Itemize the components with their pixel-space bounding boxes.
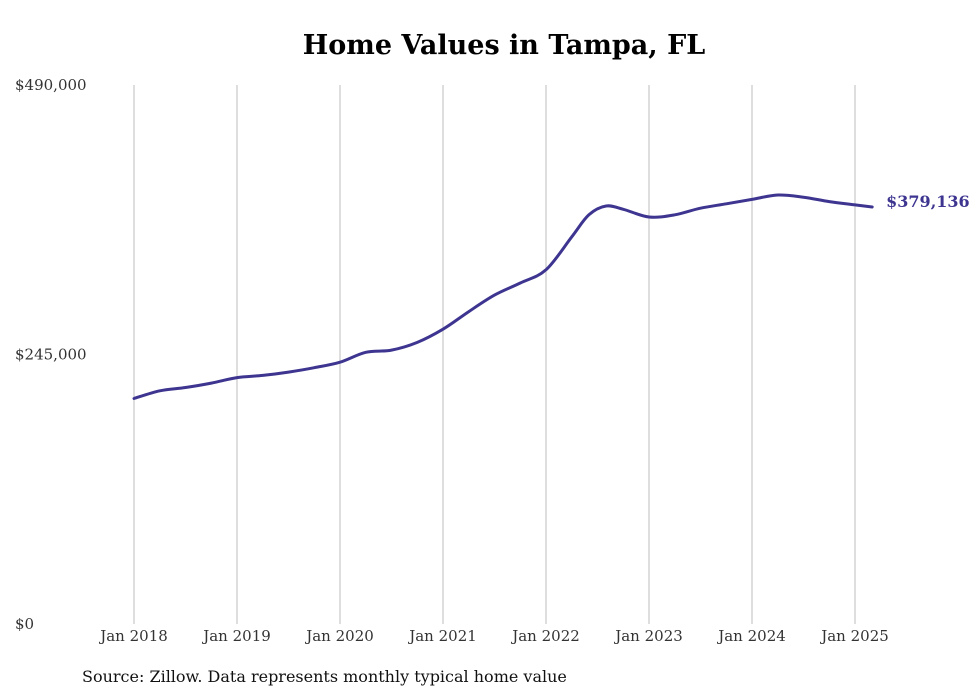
series-layer: $379,136: [132, 192, 970, 400]
x-tick-label: Jan 2020: [304, 627, 374, 645]
y-tick-label: $245,000: [15, 346, 87, 364]
x-axis: Jan 2018 Jan 2019 Jan 2020 Jan 2021 Jan 2022…: [98, 627, 889, 645]
x-tick-label: Jan 2022: [510, 627, 580, 645]
y-tick-label: $0: [15, 615, 34, 633]
line-chart: Jan 2018 Jan 2019 Jan 2020 Jan 2021 Jan 2022…: [15, 76, 970, 645]
grid-lines: [133, 85, 856, 624]
x-tick-label: Jan 2018: [98, 627, 168, 645]
end-value-label: $379,136: [886, 192, 970, 211]
y-tick-label: $490,000: [15, 76, 87, 94]
series-line: [132, 193, 874, 400]
x-tick-label: Jan 2024: [716, 627, 786, 645]
x-tick-label: Jan 2021: [407, 627, 477, 645]
y-axis: $0 $245,000 $490,000: [15, 76, 87, 633]
source-note: Source: Zillow. Data represents monthly …: [82, 667, 567, 686]
x-tick-label: Jan 2023: [613, 627, 683, 645]
chart-title: Home Values in Tampa, FL: [302, 30, 706, 61]
x-tick-label: Jan 2019: [201, 627, 271, 645]
x-tick-label: Jan 2025: [819, 627, 889, 645]
